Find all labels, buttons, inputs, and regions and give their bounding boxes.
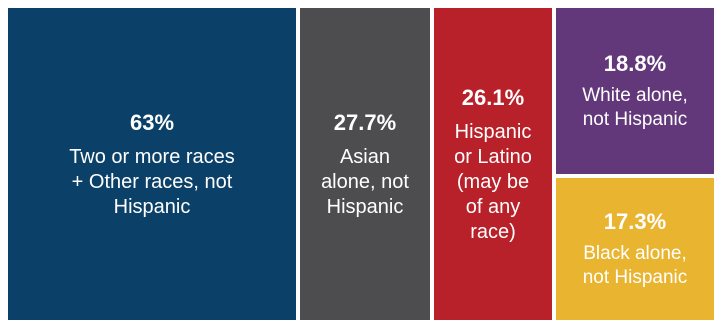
tile-category-label: Two or more races + Other races, not His… [69,145,235,218]
tile-two-or-more-races: 63% Two or more races + Other races, not… [8,8,296,320]
tile-category-label: Black alone, not Hispanic [582,243,688,288]
tile-asian: 27.7% Asian alone, not Hispanic [300,8,430,320]
tile-value-label: 18.8% [603,51,667,76]
tile-value-label: 17.3% [603,209,667,234]
tile-value-label: 26.1% [461,84,525,110]
tile-white: 18.8% White alone, not Hispanic [556,8,714,174]
tile-black: 17.3% Black alone, not Hispanic [556,178,714,320]
tile-category-label: Hispanic or Latino (may be of any race) [454,120,532,243]
tile-value-label: 63% [129,109,175,135]
tile-category-label: White alone, not Hispanic [582,85,688,130]
tile-value-label: 27.7% [333,109,397,135]
tile-category-label: Asian alone, not Hispanic [321,145,409,218]
tile-hispanic-or-latino: 26.1% Hispanic or Latino (may be of any … [434,8,552,320]
